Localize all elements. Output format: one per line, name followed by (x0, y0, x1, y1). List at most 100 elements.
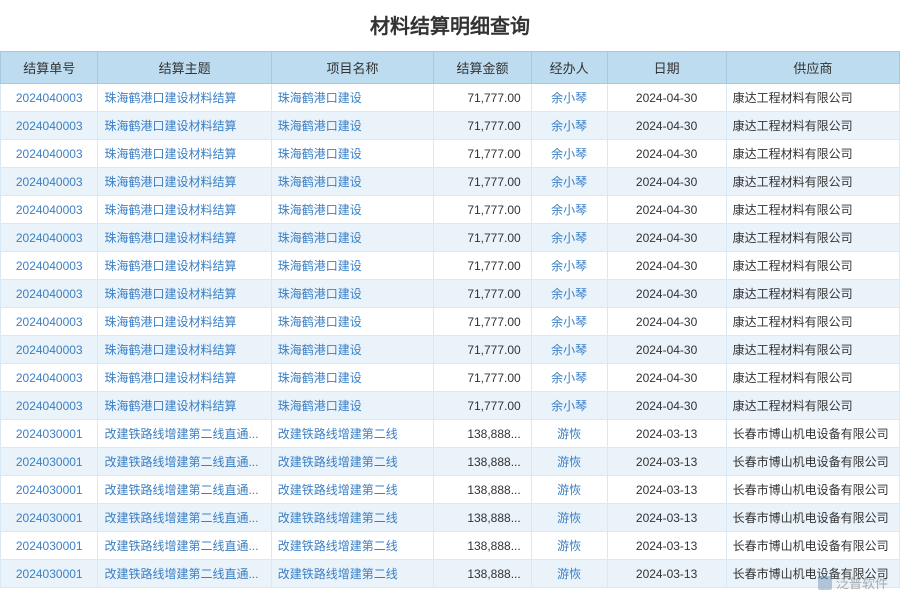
cell-project[interactable]: 改建铁路线增建第二线 (271, 448, 433, 476)
cell-supplier: 康达工程材料有限公司 (726, 84, 899, 112)
cell-subject[interactable]: 珠海鹤港口建设材料结算 (98, 252, 271, 280)
table-row[interactable]: 2024040003珠海鹤港口建设材料结算珠海鹤港口建设71,777.00余小琴… (1, 168, 900, 196)
cell-subject[interactable]: 改建铁路线增建第二线直通... (98, 560, 271, 588)
cell-handler[interactable]: 余小琴 (531, 392, 607, 420)
table-row[interactable]: 2024040003珠海鹤港口建设材料结算珠海鹤港口建设71,777.00余小琴… (1, 336, 900, 364)
cell-subject[interactable]: 珠海鹤港口建设材料结算 (98, 196, 271, 224)
table-row[interactable]: 2024040003珠海鹤港口建设材料结算珠海鹤港口建设71,777.00余小琴… (1, 308, 900, 336)
table-row[interactable]: 2024040003珠海鹤港口建设材料结算珠海鹤港口建设71,777.00余小琴… (1, 392, 900, 420)
cell-order-no[interactable]: 2024040003 (1, 308, 98, 336)
cell-order-no[interactable]: 2024040003 (1, 168, 98, 196)
cell-project[interactable]: 珠海鹤港口建设 (271, 280, 433, 308)
cell-order-no[interactable]: 2024040003 (1, 336, 98, 364)
cell-order-no[interactable]: 2024040003 (1, 112, 98, 140)
cell-handler[interactable]: 游恢 (531, 420, 607, 448)
cell-project[interactable]: 珠海鹤港口建设 (271, 196, 433, 224)
cell-project[interactable]: 珠海鹤港口建设 (271, 336, 433, 364)
cell-order-no[interactable]: 2024040003 (1, 280, 98, 308)
cell-project[interactable]: 珠海鹤港口建设 (271, 392, 433, 420)
cell-handler[interactable]: 余小琴 (531, 364, 607, 392)
col-header-subject[interactable]: 结算主题 (98, 52, 271, 84)
cell-project[interactable]: 改建铁路线增建第二线 (271, 504, 433, 532)
cell-subject[interactable]: 珠海鹤港口建设材料结算 (98, 112, 271, 140)
col-header-supplier[interactable]: 供应商 (726, 52, 899, 84)
cell-order-no[interactable]: 2024040003 (1, 252, 98, 280)
cell-amount: 71,777.00 (434, 112, 531, 140)
cell-project[interactable]: 珠海鹤港口建设 (271, 364, 433, 392)
cell-order-no[interactable]: 2024030001 (1, 448, 98, 476)
cell-order-no[interactable]: 2024030001 (1, 420, 98, 448)
table-row[interactable]: 2024040003珠海鹤港口建设材料结算珠海鹤港口建设71,777.00余小琴… (1, 280, 900, 308)
table-row[interactable]: 2024030001改建铁路线增建第二线直通...改建铁路线增建第二线138,8… (1, 476, 900, 504)
cell-subject[interactable]: 改建铁路线增建第二线直通... (98, 476, 271, 504)
cell-project[interactable]: 珠海鹤港口建设 (271, 168, 433, 196)
cell-project[interactable]: 改建铁路线增建第二线 (271, 560, 433, 588)
cell-subject[interactable]: 珠海鹤港口建设材料结算 (98, 392, 271, 420)
cell-subject[interactable]: 改建铁路线增建第二线直通... (98, 420, 271, 448)
cell-subject[interactable]: 珠海鹤港口建设材料结算 (98, 308, 271, 336)
cell-handler[interactable]: 游恢 (531, 448, 607, 476)
table-row[interactable]: 2024040003珠海鹤港口建设材料结算珠海鹤港口建设71,777.00余小琴… (1, 364, 900, 392)
cell-handler[interactable]: 余小琴 (531, 252, 607, 280)
cell-project[interactable]: 珠海鹤港口建设 (271, 112, 433, 140)
table-row[interactable]: 2024030001改建铁路线增建第二线直通...改建铁路线增建第二线138,8… (1, 420, 900, 448)
table-row[interactable]: 2024040003珠海鹤港口建设材料结算珠海鹤港口建设71,777.00余小琴… (1, 252, 900, 280)
cell-project[interactable]: 改建铁路线增建第二线 (271, 420, 433, 448)
cell-order-no[interactable]: 2024040003 (1, 392, 98, 420)
cell-order-no[interactable]: 2024040003 (1, 84, 98, 112)
table-row[interactable]: 2024030001改建铁路线增建第二线直通...改建铁路线增建第二线138,8… (1, 504, 900, 532)
cell-project[interactable]: 珠海鹤港口建设 (271, 308, 433, 336)
table-row[interactable]: 2024030001改建铁路线增建第二线直通...改建铁路线增建第二线138,8… (1, 448, 900, 476)
cell-subject[interactable]: 珠海鹤港口建设材料结算 (98, 280, 271, 308)
cell-subject[interactable]: 珠海鹤港口建设材料结算 (98, 140, 271, 168)
table-row[interactable]: 2024040003珠海鹤港口建设材料结算珠海鹤港口建设71,777.00余小琴… (1, 140, 900, 168)
cell-project[interactable]: 珠海鹤港口建设 (271, 140, 433, 168)
cell-subject[interactable]: 珠海鹤港口建设材料结算 (98, 224, 271, 252)
cell-project[interactable]: 珠海鹤港口建设 (271, 252, 433, 280)
cell-order-no[interactable]: 2024040003 (1, 196, 98, 224)
col-header-project[interactable]: 项目名称 (271, 52, 433, 84)
table-row[interactable]: 2024040003珠海鹤港口建设材料结算珠海鹤港口建设71,777.00余小琴… (1, 224, 900, 252)
cell-order-no[interactable]: 2024040003 (1, 140, 98, 168)
cell-handler[interactable]: 游恢 (531, 476, 607, 504)
col-header-amount[interactable]: 结算金额 (434, 52, 531, 84)
cell-handler[interactable]: 余小琴 (531, 336, 607, 364)
col-header-handler[interactable]: 经办人 (531, 52, 607, 84)
cell-handler[interactable]: 余小琴 (531, 196, 607, 224)
cell-subject[interactable]: 改建铁路线增建第二线直通... (98, 504, 271, 532)
col-header-date[interactable]: 日期 (607, 52, 726, 84)
cell-project[interactable]: 珠海鹤港口建设 (271, 84, 433, 112)
cell-handler[interactable]: 游恢 (531, 532, 607, 560)
cell-handler[interactable]: 余小琴 (531, 84, 607, 112)
table-row[interactable]: 2024030001改建铁路线增建第二线直通...改建铁路线增建第二线138,8… (1, 560, 900, 588)
cell-handler[interactable]: 余小琴 (531, 224, 607, 252)
cell-order-no[interactable]: 2024040003 (1, 364, 98, 392)
cell-order-no[interactable]: 2024030001 (1, 476, 98, 504)
cell-subject[interactable]: 珠海鹤港口建设材料结算 (98, 336, 271, 364)
cell-project[interactable]: 改建铁路线增建第二线 (271, 476, 433, 504)
cell-order-no[interactable]: 2024040003 (1, 224, 98, 252)
cell-order-no[interactable]: 2024030001 (1, 560, 98, 588)
cell-project[interactable]: 改建铁路线增建第二线 (271, 532, 433, 560)
cell-order-no[interactable]: 2024030001 (1, 504, 98, 532)
table-row[interactable]: 2024040003珠海鹤港口建设材料结算珠海鹤港口建设71,777.00余小琴… (1, 84, 900, 112)
cell-subject[interactable]: 珠海鹤港口建设材料结算 (98, 84, 271, 112)
table-row[interactable]: 2024030001改建铁路线增建第二线直通...改建铁路线增建第二线138,8… (1, 532, 900, 560)
cell-handler[interactable]: 余小琴 (531, 168, 607, 196)
cell-project[interactable]: 珠海鹤港口建设 (271, 224, 433, 252)
cell-subject[interactable]: 改建铁路线增建第二线直通... (98, 532, 271, 560)
cell-order-no[interactable]: 2024030001 (1, 532, 98, 560)
cell-handler[interactable]: 游恢 (531, 560, 607, 588)
cell-handler[interactable]: 余小琴 (531, 112, 607, 140)
table-row[interactable]: 2024040003珠海鹤港口建设材料结算珠海鹤港口建设71,777.00余小琴… (1, 196, 900, 224)
col-header-order-no[interactable]: 结算单号 (1, 52, 98, 84)
cell-handler[interactable]: 余小琴 (531, 140, 607, 168)
cell-subject[interactable]: 珠海鹤港口建设材料结算 (98, 364, 271, 392)
table-row[interactable]: 2024040003珠海鹤港口建设材料结算珠海鹤港口建设71,777.00余小琴… (1, 112, 900, 140)
cell-handler[interactable]: 余小琴 (531, 280, 607, 308)
cell-handler[interactable]: 游恢 (531, 504, 607, 532)
cell-supplier: 长春市博山机电设备有限公司 (726, 476, 899, 504)
cell-subject[interactable]: 改建铁路线增建第二线直通... (98, 448, 271, 476)
cell-subject[interactable]: 珠海鹤港口建设材料结算 (98, 168, 271, 196)
cell-handler[interactable]: 余小琴 (531, 308, 607, 336)
